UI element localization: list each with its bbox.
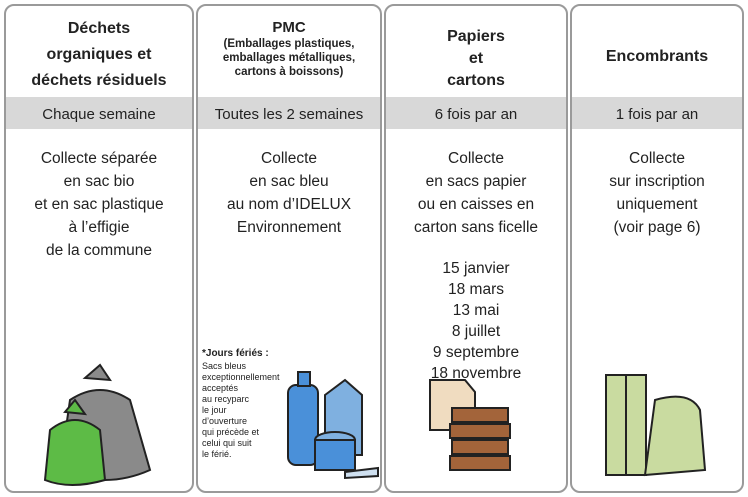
date: 18 mars [448,281,504,298]
note-line: Sacs bleus [202,361,247,371]
column: Déchets organiques et déchets résiduels Cha… [4,4,194,493]
description-line: et en sac plastique [34,196,164,213]
frequency: 1 fois par an [615,106,699,123]
column-title: et [468,50,484,67]
note-line: le férié. [202,449,232,459]
column-title: Déchets [67,20,131,37]
date: 15 janvier [442,260,510,277]
column: Papiers et cartons 6 fois par an Collecte en … [384,4,568,493]
band [386,97,566,129]
column-title: PMC [272,19,306,36]
date: 8 juillet [451,323,501,340]
column-subtitle: (Emballages plastiques, [223,38,355,50]
column-subtitle: emballages métalliques, [222,52,356,64]
date: 9 septembre [432,344,520,361]
column: Encombrants 1 fois par an Collecte sur insc… [570,4,744,493]
description-line: uniquement [616,196,698,213]
description-line: à l’effigie [68,219,130,236]
description-line: en sac bio [63,173,135,190]
frequency: Chaque semaine [42,106,156,123]
note-line: acceptés [202,383,239,393]
date: 13 mai [452,302,500,319]
note-line: d’ouverture [202,416,248,426]
description-line: au nom d’IDELUX [226,196,352,213]
column-subtitle: cartons à boissons) [234,66,344,78]
band [6,97,192,129]
note-title: *Jours fériés : [202,348,269,359]
description-line: Collecte [629,150,685,167]
band [198,97,380,129]
frequency: 6 fois par an [434,106,518,123]
pmc-icon [287,371,379,480]
note-line: celui qui suit [202,438,252,448]
description-line: Collecte séparée [40,150,158,167]
description-line: Collecte [261,150,317,167]
description-line: de la commune [46,242,152,259]
column: PMC (Emballages plastiques, emballages mét… [196,4,382,493]
note-line: exceptionnellement [202,372,280,382]
description-line: carton sans ficelle [413,219,539,236]
note-line: au recyparc [202,394,250,404]
column-title: Encombrants [605,48,709,65]
band [572,97,742,129]
description-line: en sacs papier [425,173,527,190]
column-title: déchets résiduels [31,72,167,89]
description-line: sur inscription [609,173,705,190]
description-line: (voir page 6) [613,219,701,236]
description-line: ou en caisses en [417,196,535,213]
column-title: cartons [447,72,505,89]
frequency: Toutes les 2 semaines [214,106,364,123]
column-title: Papiers [447,28,505,45]
note-line: qui précède et [202,427,260,437]
date: 18 novembre [430,365,522,382]
bulky-icon [605,374,707,477]
note-line: le jour [202,405,227,415]
description-line: Collecte [448,150,504,167]
description-line: en sac bleu [249,173,329,190]
bags-icon [43,363,152,486]
description-line: Environnement [236,219,342,236]
paper-icon [429,379,511,471]
column-title: organiques et [46,46,152,63]
